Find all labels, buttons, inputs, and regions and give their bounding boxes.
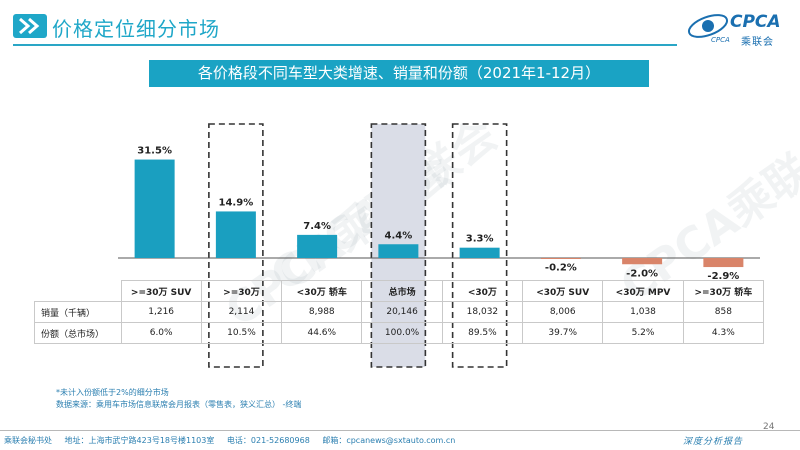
data-label: 31.5% (137, 146, 172, 157)
table-cell: 18,032 (441, 301, 524, 323)
bar (622, 258, 663, 265)
table-cell: 39.7% (522, 322, 604, 344)
footer-divider (0, 430, 800, 431)
data-label: -2.9% (707, 271, 739, 282)
bar (297, 234, 338, 258)
data-label: 3.3% (466, 234, 494, 245)
table-cell: 8,006 (522, 301, 604, 323)
highlight-box (208, 123, 264, 368)
bar (378, 244, 419, 258)
footnote-share: *未计入份额低于2%的细分市场 (56, 388, 169, 397)
footnote-source: 数据来源：乘用车市场信息联席会月报表（零售表，狭义汇总） -终端 (56, 400, 302, 409)
bar (459, 247, 500, 258)
cpca-logo: CPCA CPCA 乘联会 (686, 8, 796, 50)
table-header-cell: <30万 (441, 280, 524, 302)
table-cell: 8,988 (281, 301, 363, 323)
report-label: 深度分析报告 (683, 437, 744, 447)
row-label: 销量（千辆） (34, 301, 122, 323)
table-header-cell: >=30万 (200, 280, 283, 302)
page-title: 价格定位细分市场 (52, 17, 220, 41)
table-cell: 1,038 (602, 301, 684, 323)
table-cell: 89.5% (441, 322, 524, 344)
table-cell: 1,216 (120, 301, 202, 323)
footer-contact: 乘联会秘书处 地址：上海市武宁路423号18号楼1103室 电话：021-526… (4, 435, 465, 446)
footer-email: 邮箱：cpcanews@sxtauto.com.cn (322, 436, 456, 445)
bar (215, 211, 256, 258)
bar (703, 258, 744, 268)
table-cell: 44.6% (281, 322, 363, 344)
table-row: 销量（千辆） 1,216 2,114 8,988 20,146 18,032 8… (34, 301, 765, 323)
table-corner (34, 280, 122, 302)
data-label: -2.0% (626, 268, 658, 279)
table-cell: 100.0% (361, 322, 443, 344)
logo-emblem-icon (687, 14, 729, 38)
chart-title: 各价格段不同车型大类增速、销量和份额（2021年1-12月） (149, 60, 649, 87)
row-label: 份额（总市场） (34, 322, 122, 344)
footer-address: 地址：上海市武宁路423号18号楼1103室 (64, 436, 215, 445)
table-cell: 6.0% (120, 322, 202, 344)
table-header-cell: <30万 MPV (602, 280, 684, 302)
footer-office: 乘联会秘书处 (4, 436, 52, 445)
table-header-cell: 总市场 (361, 280, 443, 302)
data-label: 7.4% (303, 221, 331, 232)
data-label: 4.4% (385, 230, 413, 241)
logo-brand-text: CPCA (730, 12, 781, 32)
bar (540, 258, 581, 259)
footer-phone: 电话：021-52680968 (226, 436, 310, 445)
table-header-cell: >=30万 SUV (120, 280, 202, 302)
logo-name-text: 乘联会 (741, 37, 774, 48)
table-cell: 4.3% (682, 322, 765, 344)
double-chevron-icon (13, 14, 47, 38)
table-cell: 5.2% (602, 322, 684, 344)
table-header-cell: <30万 SUV (522, 280, 604, 302)
header-divider (13, 44, 677, 46)
highlight-box (451, 123, 508, 368)
table-cell: 20,146 (361, 301, 443, 323)
table-header-cell: >=30万 轿车 (682, 280, 765, 302)
data-label: 14.9% (219, 197, 254, 208)
table-header-row: >=30万 SUV >=30万 <30万 轿车 总市场 <30万 <30万 SU… (34, 280, 765, 302)
page-number: 24 (763, 422, 775, 432)
table-cell: 2,114 (200, 301, 283, 323)
data-label: -0.2% (545, 263, 577, 274)
data-table: >=30万 SUV >=30万 <30万 轿车 总市场 <30万 <30万 SU… (34, 280, 765, 344)
logo-tag-text: CPCA (711, 36, 730, 44)
table-cell: 10.5% (200, 322, 283, 344)
table-header-cell: <30万 轿车 (281, 280, 363, 302)
table-cell: 858 (682, 301, 765, 323)
bar (134, 159, 175, 258)
table-row: 份额（总市场） 6.0% 10.5% 44.6% 100.0% 89.5% 39… (34, 322, 765, 344)
